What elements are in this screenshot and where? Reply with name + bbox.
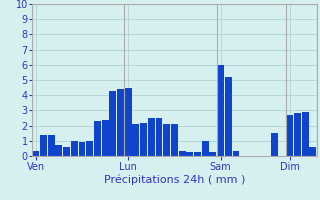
Bar	[294, 113, 301, 156]
Bar	[309, 147, 316, 156]
Bar	[117, 89, 124, 156]
Bar	[132, 124, 140, 156]
Bar	[217, 65, 224, 156]
Bar	[63, 147, 70, 156]
Bar	[302, 112, 309, 156]
Bar	[286, 115, 293, 156]
Bar	[140, 123, 147, 156]
Bar	[171, 124, 178, 156]
X-axis label: Précipitations 24h ( mm ): Précipitations 24h ( mm )	[104, 174, 245, 185]
Bar	[86, 141, 93, 156]
Bar	[55, 145, 62, 156]
Bar	[179, 151, 186, 156]
Bar	[225, 77, 232, 156]
Bar	[32, 151, 39, 156]
Bar	[271, 133, 278, 156]
Bar	[125, 88, 132, 156]
Bar	[79, 142, 85, 156]
Bar	[109, 91, 116, 156]
Bar	[71, 141, 78, 156]
Bar	[186, 152, 193, 156]
Bar	[40, 135, 47, 156]
Bar	[209, 152, 216, 156]
Bar	[148, 118, 155, 156]
Bar	[202, 141, 209, 156]
Bar	[156, 118, 163, 156]
Bar	[94, 121, 101, 156]
Bar	[163, 124, 170, 156]
Bar	[194, 152, 201, 156]
Bar	[102, 120, 108, 156]
Bar	[48, 135, 55, 156]
Bar	[233, 151, 239, 156]
